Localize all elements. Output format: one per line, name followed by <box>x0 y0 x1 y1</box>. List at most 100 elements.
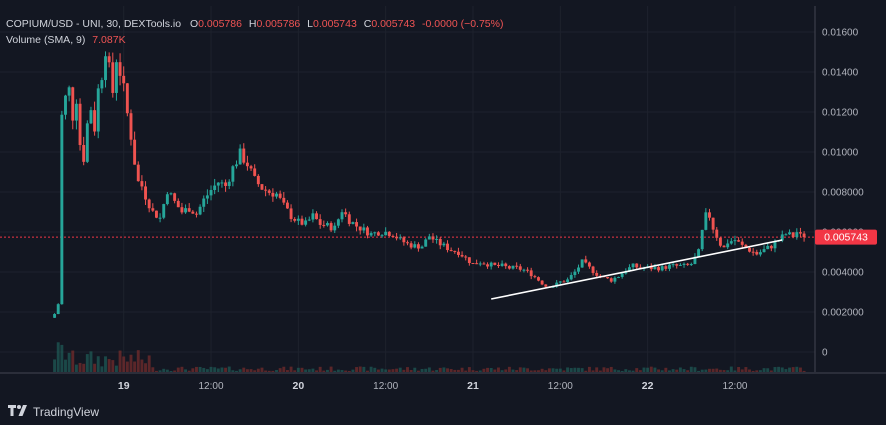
volume-bar <box>427 367 431 372</box>
candle-body <box>537 277 540 281</box>
volume-bar <box>708 368 711 372</box>
candle-body <box>347 214 351 224</box>
candle-body <box>395 236 399 239</box>
volume-bar <box>253 370 257 372</box>
volume-bar <box>413 367 417 372</box>
candle-body <box>511 265 515 269</box>
volume-bar <box>766 368 770 372</box>
volume-label[interactable]: Volume (SMA, 9) <box>6 34 86 46</box>
candle-body <box>216 182 220 186</box>
candle-body <box>653 267 657 270</box>
candle-body <box>282 197 286 203</box>
price-tick-label: 0.01000 <box>822 148 859 159</box>
candle-body <box>344 212 348 215</box>
volume-bar <box>740 369 744 372</box>
volume-bar <box>504 369 508 372</box>
volume-bar <box>697 370 701 372</box>
volume-bar <box>366 370 369 372</box>
candle-body <box>289 208 293 219</box>
volume-bar <box>267 370 271 372</box>
volume-bar <box>748 369 751 372</box>
volume-bar <box>638 370 642 372</box>
candle-body <box>569 275 573 280</box>
volume-bar <box>460 367 464 372</box>
candle-body <box>686 263 690 265</box>
candle-body <box>540 280 544 285</box>
candle-body <box>675 264 679 266</box>
candle-body <box>566 279 570 283</box>
candle-body <box>300 218 304 225</box>
volume-bar <box>56 342 60 372</box>
volume-bar <box>751 370 755 372</box>
candle-body <box>726 243 730 248</box>
candle-body <box>464 256 468 258</box>
candle-body <box>493 262 497 265</box>
price-tick-label: 0.004000 <box>822 268 864 279</box>
close-label: C <box>363 18 372 30</box>
candle-body <box>697 249 701 257</box>
volume-bar <box>329 366 333 372</box>
candle-body <box>595 272 599 276</box>
candle-body <box>205 195 209 199</box>
candle-body <box>74 103 78 121</box>
candle-body <box>780 234 784 241</box>
candle-body <box>558 281 562 283</box>
candle-body <box>471 262 475 264</box>
tradingview-brand[interactable]: TradingView <box>8 405 99 419</box>
chart-grid <box>0 6 815 372</box>
volume-bar <box>64 359 67 372</box>
volume-bar <box>264 370 268 372</box>
close-value: 0.005743 <box>371 18 416 30</box>
candle-body <box>85 123 89 162</box>
volume-bar <box>511 369 515 372</box>
candle-body <box>802 233 806 238</box>
candle-body <box>329 223 333 231</box>
volume-bar <box>737 367 741 372</box>
volume-bar <box>547 368 551 372</box>
time-scale[interactable]: 19 12:00 20 12:00 21 12:00 22 12:00 <box>118 380 748 392</box>
candle-body <box>453 250 457 252</box>
price-tick-label: 0 <box>822 348 828 359</box>
volume-row: Volume (SMA, 9) 7.087K <box>6 32 503 48</box>
candle-body <box>220 182 224 184</box>
volume-bar <box>376 369 380 372</box>
volume-bar <box>340 370 344 372</box>
candle-body <box>260 184 264 190</box>
candle-body <box>456 251 460 255</box>
candle-body <box>533 276 537 278</box>
price-scale[interactable]: 0.01600 0.01400 0.01200 0.01000 0.008000 0.00… <box>822 28 864 359</box>
candle-body <box>729 241 733 244</box>
volume-bar <box>249 369 253 372</box>
candle-body <box>202 198 206 207</box>
volume-bar <box>791 367 795 372</box>
volume-bar <box>173 370 177 372</box>
volume-bar <box>362 366 366 372</box>
candle-body <box>660 266 664 271</box>
volume-bar <box>191 368 195 372</box>
volume-bar <box>336 369 340 372</box>
candle-body <box>249 166 253 169</box>
volume-bars <box>53 342 806 372</box>
volume-bar <box>700 369 704 372</box>
volume-bar <box>184 369 188 372</box>
candle-body <box>784 234 788 236</box>
candle-body <box>413 244 417 248</box>
low-value: 0.005743 <box>313 18 357 30</box>
time-tick-label: 22 <box>642 380 654 392</box>
volume-bar <box>67 352 71 372</box>
volume-bar <box>202 367 206 372</box>
volume-bar <box>802 370 806 372</box>
trendline[interactable] <box>491 239 783 300</box>
candle-body <box>89 110 93 124</box>
volume-bar <box>307 369 311 372</box>
candle-body <box>606 276 610 279</box>
volume-bar <box>453 369 457 372</box>
candle-body <box>227 181 231 186</box>
volume-bar <box>671 369 675 372</box>
candle-body <box>671 264 675 266</box>
volume-bar <box>114 365 118 372</box>
open-label: O <box>189 18 199 30</box>
symbol-label[interactable]: COPIUM/USD - UNI, 30, DEXTools.io <box>6 18 182 30</box>
candle-body <box>351 222 355 224</box>
